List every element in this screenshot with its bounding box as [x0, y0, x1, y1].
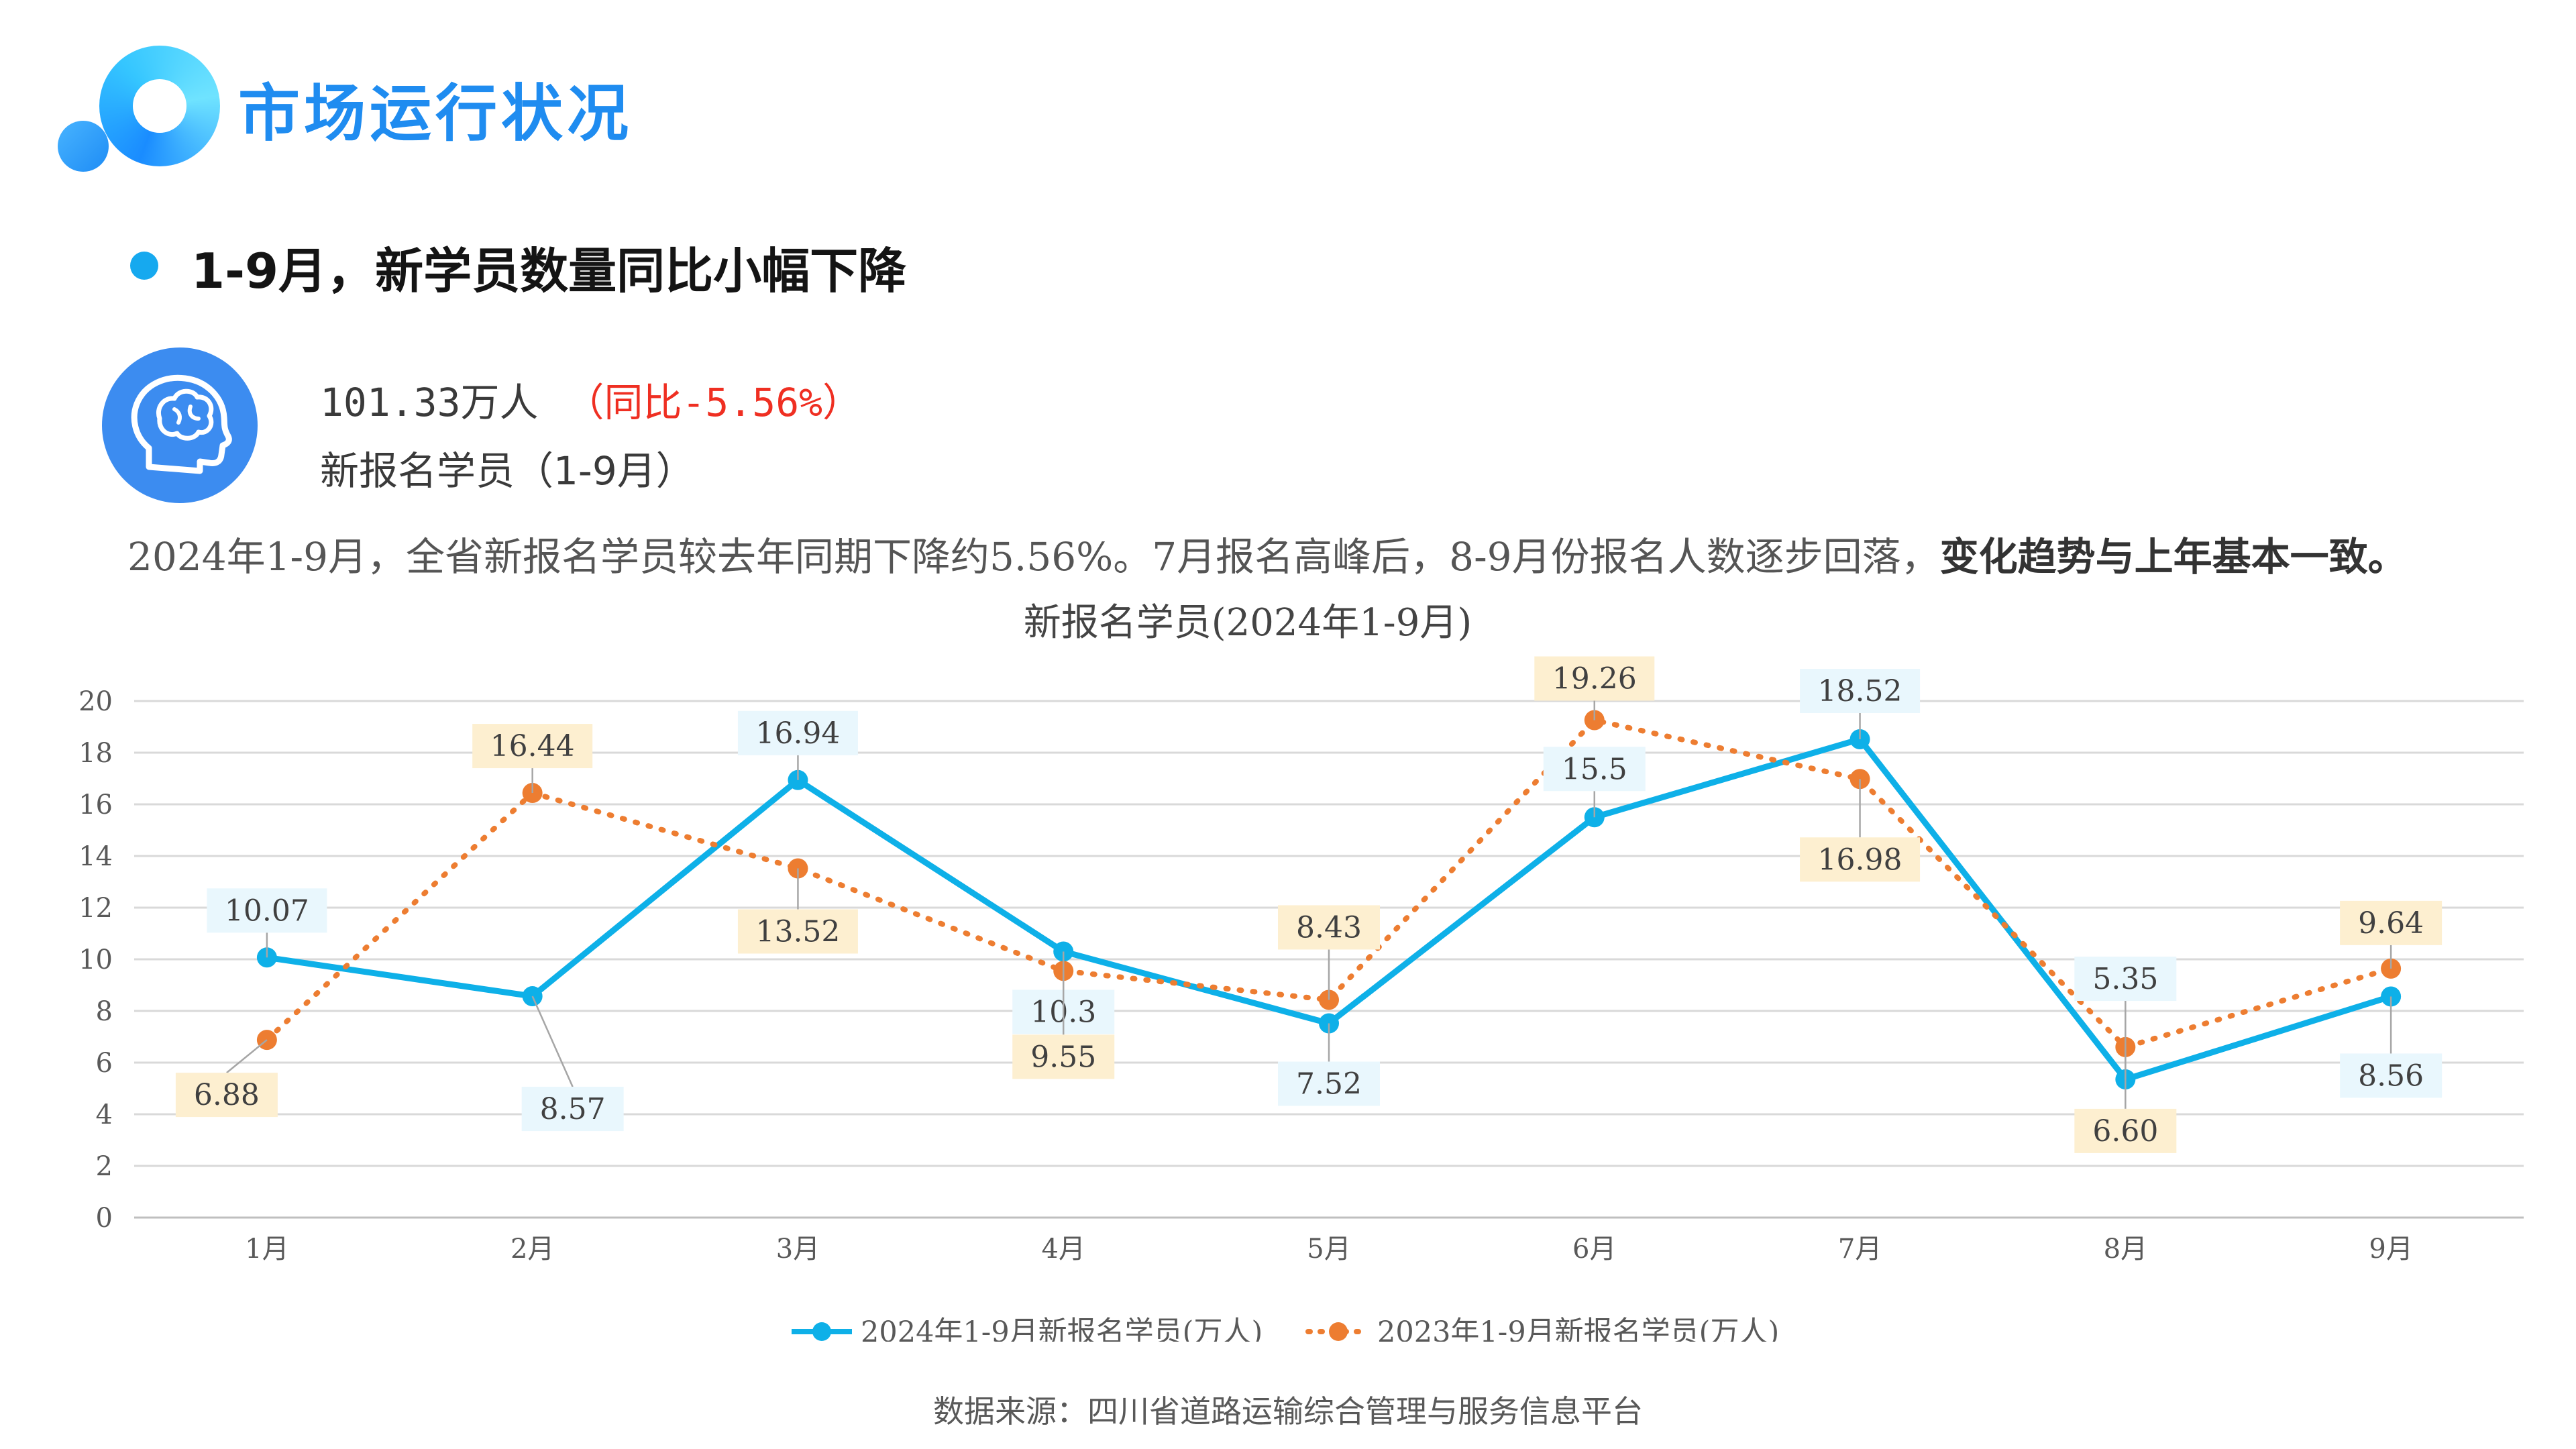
- x-axis: 1月 2月 3月 4月 5月 6月 7月 8月 9月: [245, 1234, 2413, 1265]
- x-tick-label: 1月: [245, 1234, 288, 1265]
- data-label: 16.44: [490, 729, 575, 763]
- legend-marker: [812, 1322, 831, 1341]
- x-tick-label: 3月: [776, 1234, 820, 1265]
- chart-data-labels: 10.078.5716.9410.37.5215.518.525.358.566…: [175, 656, 2443, 1153]
- y-axis: 0 2 4 6 8 10 12 14 16 18 20: [78, 686, 113, 1234]
- data-point: [522, 986, 543, 1007]
- data-label: 16.94: [755, 716, 840, 751]
- data-label: 13.52: [755, 914, 840, 949]
- logo-rings-icon: [52, 46, 223, 173]
- y-tick-label: 16: [78, 790, 113, 820]
- headline: 1-9月，新学员数量同比小幅下降: [191, 243, 907, 299]
- y-tick-label: 4: [96, 1099, 113, 1130]
- logo-ring-small: [58, 121, 109, 172]
- data-label: 15.5: [1562, 752, 1627, 786]
- data-label-box: [737, 710, 858, 755]
- y-tick-label: 10: [78, 945, 113, 975]
- logo-ring-large: [99, 46, 220, 166]
- stat-line: 101.33万人 （同比-5.56%）: [320, 371, 861, 427]
- data-label: 7.52: [1296, 1067, 1362, 1101]
- description: 2024年1-9月，全省新报名学员较去年同期下降约5.56%。7月报名高峰后，8…: [127, 522, 2542, 592]
- data-label-box: [207, 888, 327, 933]
- series-line-2023: [264, 717, 2394, 1050]
- data-label: 9.55: [1030, 1040, 1096, 1074]
- data-label-box: [2340, 1053, 2443, 1098]
- data-label-box: [2074, 1108, 2177, 1153]
- x-tick-label: 9月: [2369, 1234, 2412, 1265]
- data-label-box: [472, 724, 593, 769]
- description-emphasis: 变化趋势与上年基本一致。: [1939, 534, 2407, 580]
- legend-marker: [1329, 1322, 1348, 1341]
- head-brain-icon: [102, 347, 258, 503]
- data-label-box: [1543, 747, 1646, 792]
- data-point: [788, 769, 808, 790]
- y-tick-label: 12: [78, 893, 113, 924]
- data-label-box: [2340, 900, 2443, 945]
- data-label: 10.07: [225, 894, 309, 928]
- chart-legend: 2024年1-9月新报名学员(万人) 2023年1-9月新报名学员(万人): [792, 1316, 1779, 1342]
- data-label: 8.43: [1296, 910, 1362, 945]
- data-label-box: [2074, 957, 2177, 1002]
- data-label-box: [1278, 1061, 1380, 1106]
- y-tick-label: 0: [96, 1203, 113, 1234]
- legend-label: 2023年1-9月新报名学员(万人): [1377, 1316, 1779, 1342]
- data-point: [1319, 989, 1339, 1010]
- data-label: 16.98: [1818, 843, 1902, 877]
- data-label: 18.52: [1818, 674, 1902, 708]
- data-label-box: [175, 1073, 278, 1118]
- data-point: [1053, 941, 1074, 962]
- data-label: 8.57: [540, 1092, 606, 1126]
- data-label-leader: [226, 1039, 268, 1074]
- description-main: 2024年1-9月，全省新报名学员较去年同期下降约5.56%。7月报名高峰后，8…: [127, 534, 1940, 580]
- x-tick-label: 6月: [1572, 1234, 1616, 1265]
- x-tick-label: 2月: [511, 1234, 554, 1265]
- stat-label: 新报名学员（1-9月）: [320, 448, 695, 494]
- y-tick-label: 14: [78, 841, 113, 872]
- data-point: [522, 783, 543, 804]
- y-tick-label: 2: [96, 1151, 113, 1182]
- legend-label: 2024年1-9月新报名学员(万人): [861, 1316, 1263, 1342]
- data-label-box: [1800, 668, 1921, 713]
- data-label-leader: [531, 996, 574, 1087]
- x-tick-label: 4月: [1041, 1234, 1085, 1265]
- data-label: 5.35: [2092, 962, 2158, 996]
- data-point: [788, 858, 808, 879]
- data-label: 8.56: [2358, 1059, 2424, 1093]
- data-label: 6.60: [2092, 1114, 2158, 1148]
- data-label-box: [737, 909, 858, 954]
- data-point: [2381, 986, 2402, 1007]
- y-tick-label: 8: [96, 996, 113, 1027]
- line-chart: 新报名学员(2024年1-9月) 0 2 4 6 8 10 12 14 16 18 20 1月 2月 3…: [78, 601, 2524, 1342]
- data-label-box: [1534, 656, 1655, 701]
- data-label-box: [1800, 837, 1921, 882]
- data-label: 19.26: [1552, 661, 1637, 696]
- chart-title: 新报名学员(2024年1-9月): [1024, 601, 1472, 645]
- y-tick-label: 20: [78, 686, 113, 717]
- page-title: 市场运行状况: [238, 78, 633, 150]
- data-label: 9.64: [2358, 906, 2424, 941]
- y-tick-label: 18: [78, 738, 113, 769]
- data-source: 数据来源：四川省道路运输综合管理与服务信息平台: [933, 1393, 1643, 1430]
- data-label-box: [1278, 905, 1380, 950]
- data-label: 6.88: [194, 1078, 260, 1112]
- bullet-dot-icon: [130, 252, 158, 280]
- data-label-box: [521, 1087, 624, 1132]
- data-label-box: [1012, 1034, 1115, 1079]
- y-tick-label: 6: [96, 1048, 113, 1079]
- x-tick-label: 5月: [1307, 1234, 1350, 1265]
- stat-value: 101.33万人: [320, 380, 539, 425]
- x-tick-label: 7月: [1838, 1234, 1882, 1265]
- stat-yoy: （同比-5.56%）: [565, 380, 862, 425]
- x-tick-label: 8月: [2104, 1234, 2147, 1265]
